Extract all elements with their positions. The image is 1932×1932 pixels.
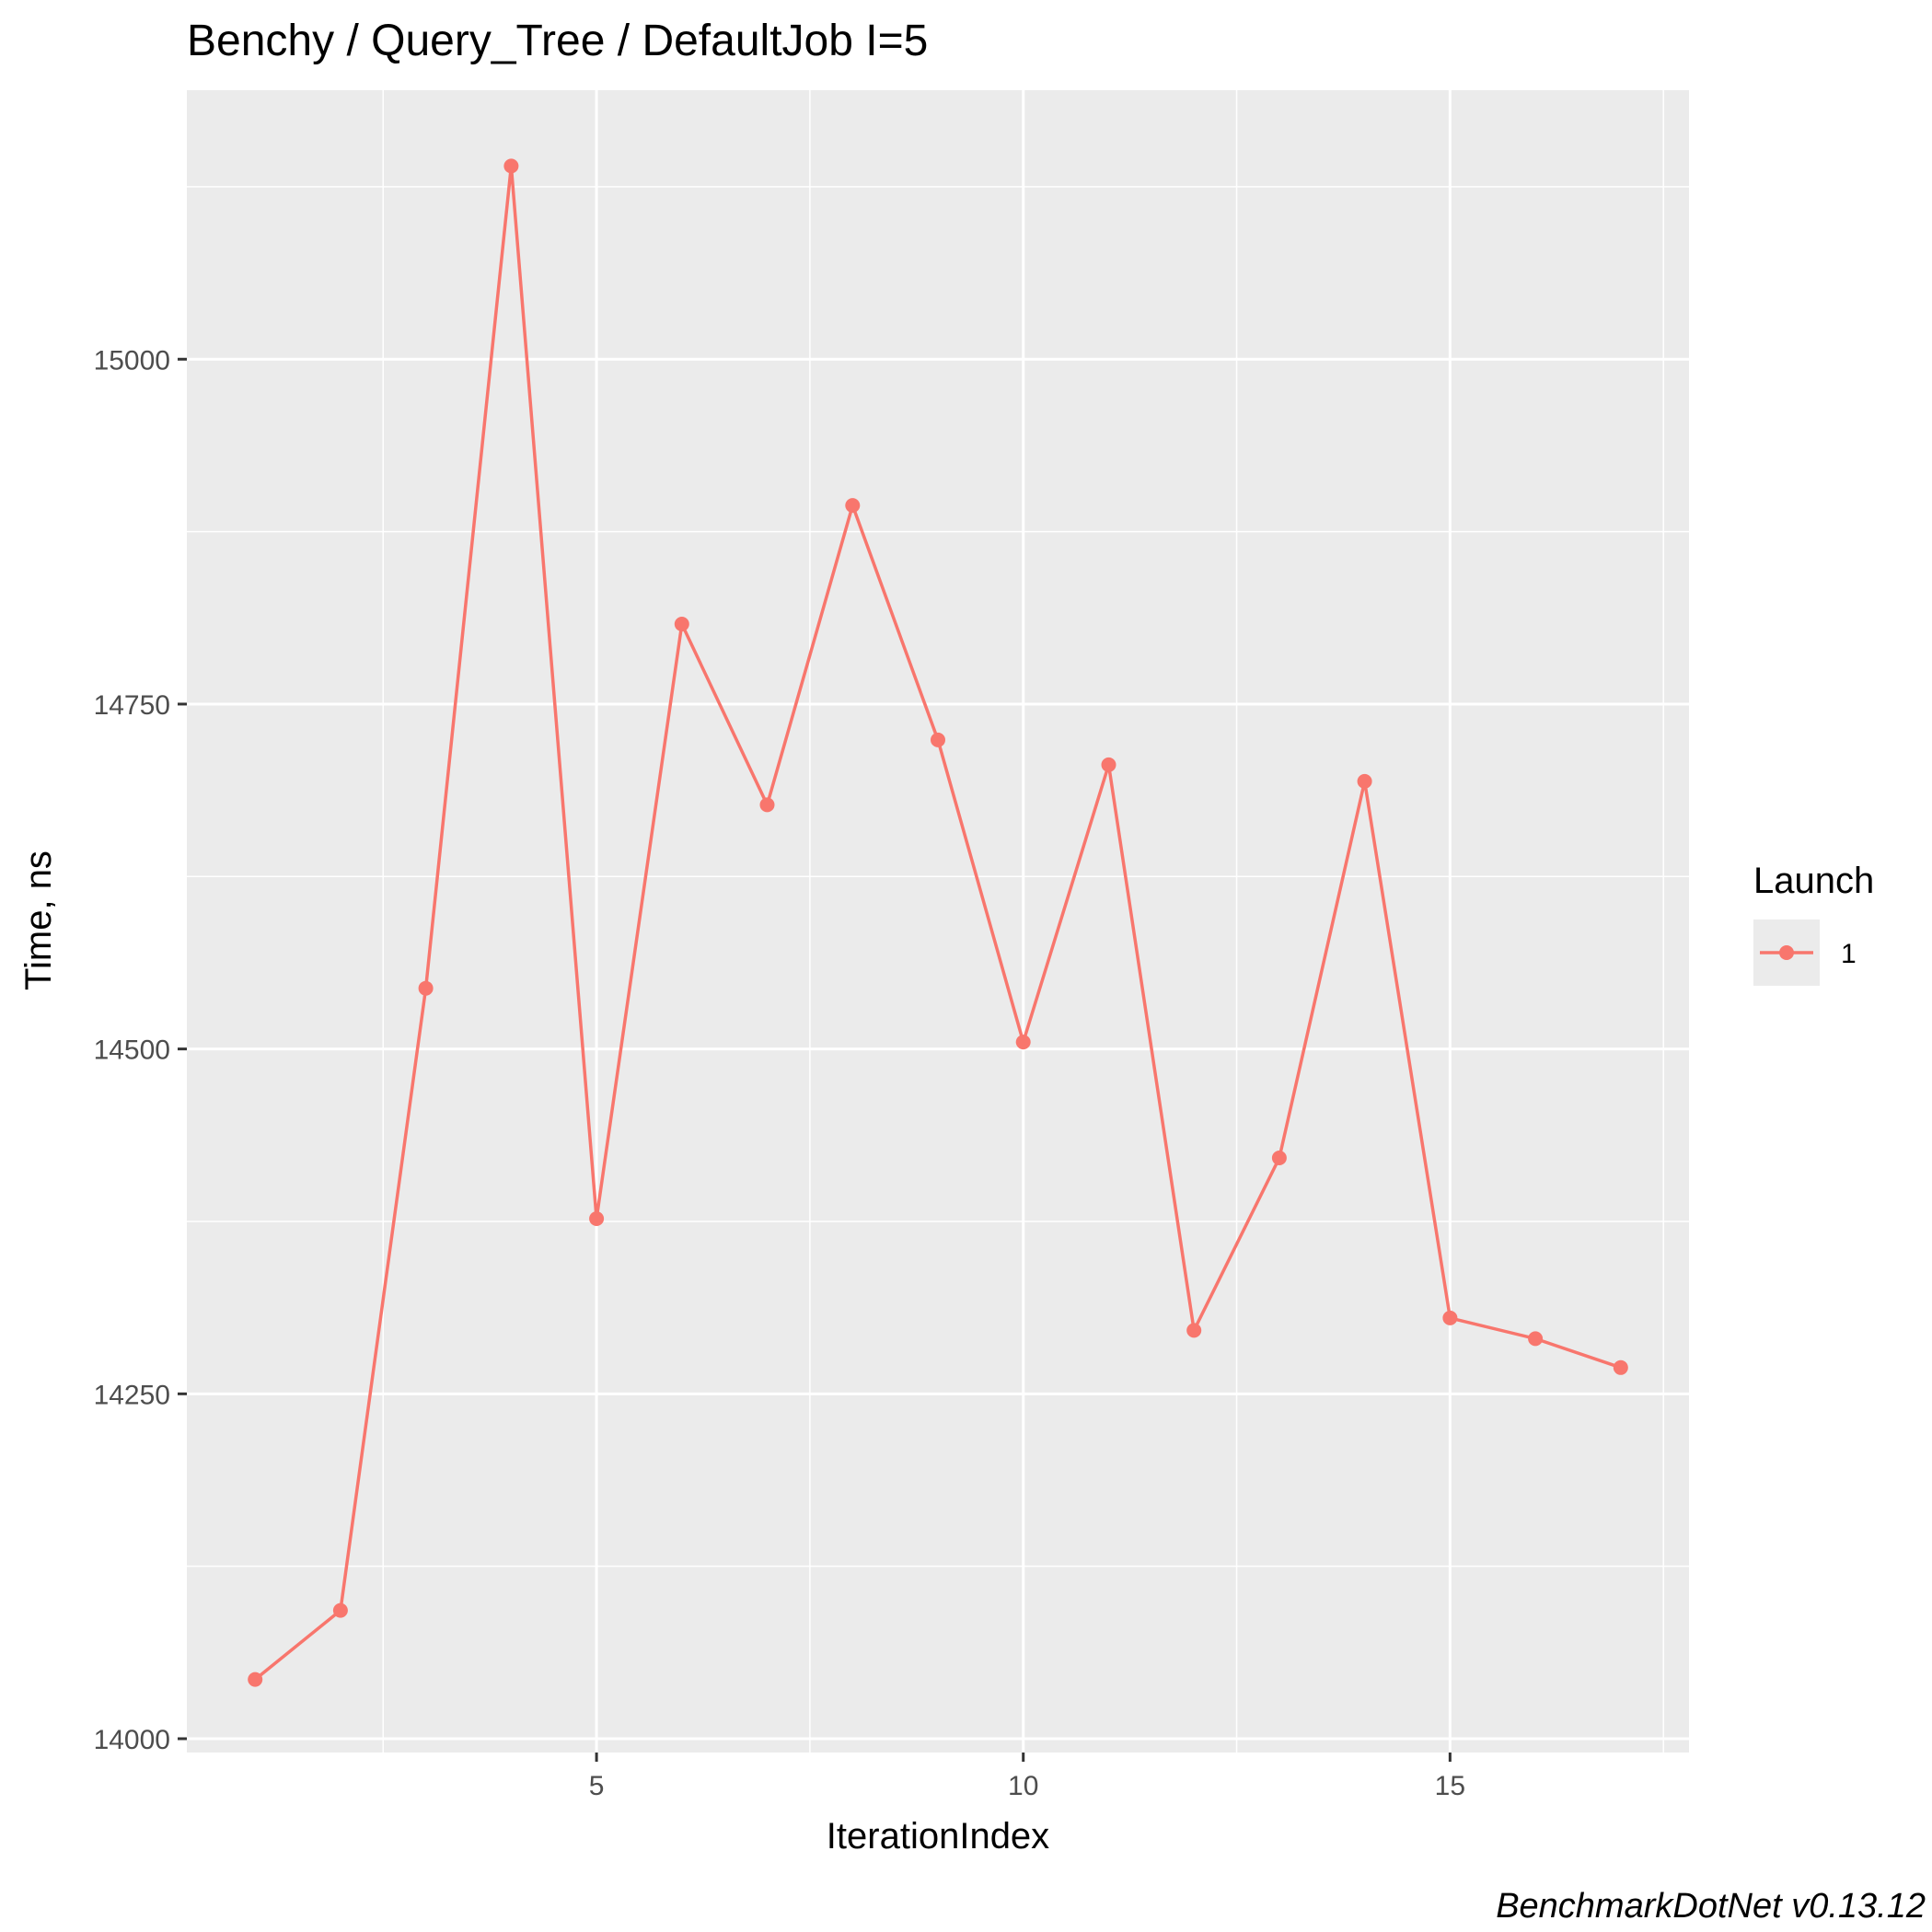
major-gridlines — [187, 90, 1689, 1753]
data-point — [1357, 773, 1372, 789]
data-point — [759, 797, 775, 813]
data-point — [1015, 1035, 1031, 1050]
data-point — [845, 498, 861, 514]
series-layer — [248, 158, 1628, 1687]
plot-panel — [187, 90, 1689, 1753]
data-point — [1613, 1359, 1628, 1375]
data-point — [589, 1211, 605, 1226]
data-point — [1101, 757, 1116, 772]
y-tick-label: 14750 — [94, 690, 170, 721]
data-point — [418, 980, 434, 996]
caption: BenchmarkDotNet v0.13.12 — [1496, 1887, 1926, 1926]
y-tick-label: 14500 — [94, 1035, 170, 1066]
chart-title: Benchy / Query_Tree / DefaultJob I=5 — [187, 17, 928, 65]
data-point — [1271, 1151, 1287, 1165]
data-point — [332, 1602, 348, 1618]
data-point — [1186, 1323, 1202, 1338]
axis-layer: 5 10 15 14000 14250 14500 14750 15000 — [94, 345, 1465, 1801]
y-tick-label: 15000 — [94, 345, 170, 376]
data-point — [1528, 1331, 1544, 1347]
data-point — [1442, 1310, 1458, 1325]
data-point — [674, 617, 689, 631]
legend-key-point — [1779, 945, 1794, 960]
data-point — [503, 158, 519, 174]
data-point — [248, 1672, 263, 1687]
legend-title: Launch — [1753, 861, 1874, 901]
legend: Launch 1 — [1753, 861, 1874, 986]
y-axis-title: Time, ns — [18, 850, 59, 990]
x-axis-title: IterationIndex — [827, 1816, 1049, 1857]
data-point — [931, 732, 945, 747]
x-tick-label: 10 — [1008, 1771, 1038, 1801]
y-tick-label: 14250 — [94, 1380, 170, 1410]
y-tick-label: 14000 — [94, 1725, 170, 1755]
legend-label: 1 — [1841, 939, 1857, 969]
x-tick-label: 5 — [589, 1771, 605, 1801]
x-tick-label: 15 — [1435, 1771, 1465, 1801]
